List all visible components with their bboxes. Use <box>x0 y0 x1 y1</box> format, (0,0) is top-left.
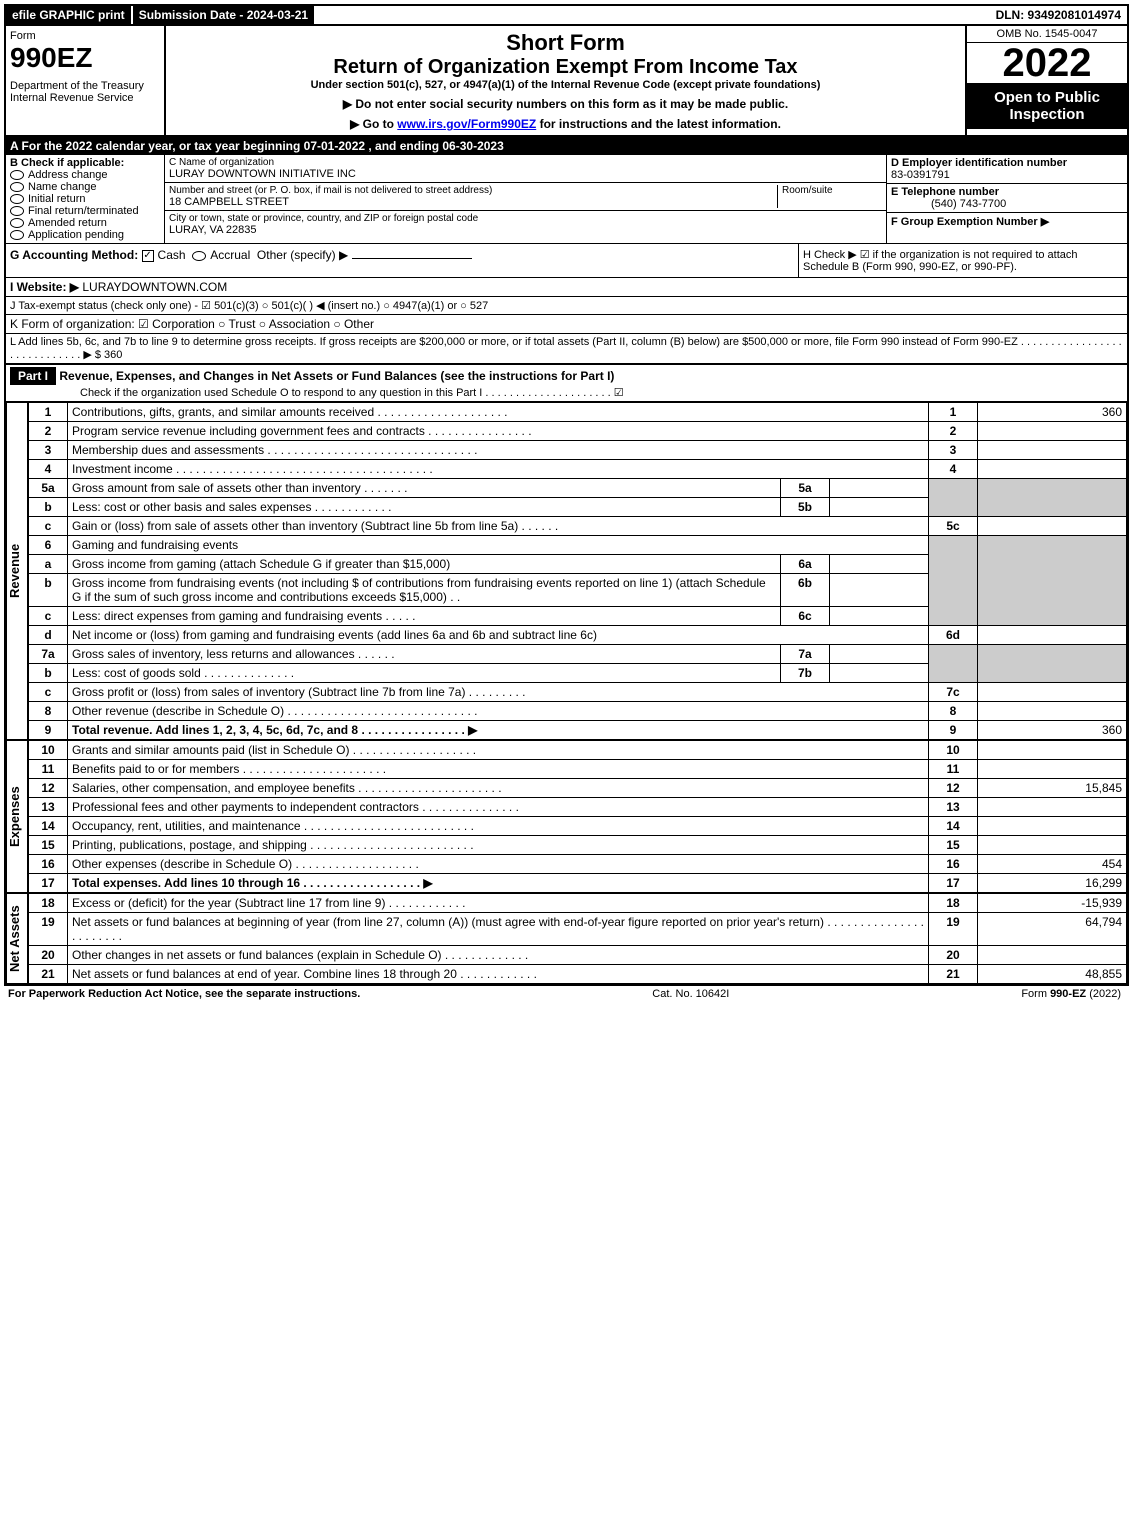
top-bar: efile GRAPHIC print Submission Date - 20… <box>6 6 1127 26</box>
line-11: 11Benefits paid to or for members . . . … <box>29 760 1127 779</box>
line-9: 9Total revenue. Add lines 1, 2, 3, 4, 5c… <box>29 721 1127 740</box>
checkbox-pending[interactable] <box>10 230 24 240</box>
website-value: LURAYDOWNTOWN.COM <box>82 280 227 294</box>
form-header: Form 990EZ Department of the Treasury In… <box>6 26 1127 137</box>
footer-left: For Paperwork Reduction Act Notice, see … <box>8 988 360 1000</box>
line-5c: cGain or (loss) from sale of assets othe… <box>29 517 1127 536</box>
line-7a: 7aGross sales of inventory, less returns… <box>29 645 1127 664</box>
city-state-zip: LURAY, VA 22835 <box>169 224 882 236</box>
ein-label: D Employer identification number <box>891 157 1067 169</box>
line-20: 20Other changes in net assets or fund ba… <box>29 946 1127 965</box>
line-12: 12Salaries, other compensation, and empl… <box>29 779 1127 798</box>
tax-year: 2022 <box>967 43 1127 83</box>
section-g-h: G Accounting Method: Cash Accrual Other … <box>6 244 1127 278</box>
header-center: Short Form Return of Organization Exempt… <box>166 26 965 135</box>
group-exemption-label: F Group Exemption Number ▶ <box>891 216 1049 228</box>
line-5a: 5aGross amount from sale of assets other… <box>29 479 1127 498</box>
checkbox-address-change[interactable] <box>10 170 24 180</box>
part1-title: Revenue, Expenses, and Changes in Net As… <box>59 369 614 383</box>
tel-label: E Telephone number <box>891 186 999 198</box>
expenses-label: Expenses <box>6 740 28 893</box>
section-b-label: B Check if applicable: <box>10 157 124 169</box>
open-to-public: Open to Public Inspection <box>967 83 1127 129</box>
short-form-label: Short Form <box>170 30 961 56</box>
submission-date: Submission Date - 2024-03-21 <box>131 6 314 24</box>
checkbox-amended[interactable] <box>10 218 24 228</box>
footer-right: Form 990-EZ (2022) <box>1021 988 1121 1000</box>
line-3: 3Membership dues and assessments . . . .… <box>29 441 1127 460</box>
checkbox-name-change[interactable] <box>10 182 24 192</box>
section-j: J Tax-exempt status (check only one) - ☑… <box>6 297 1127 315</box>
section-d-e-f: D Employer identification number 83-0391… <box>886 155 1127 243</box>
part1-label: Part I <box>10 367 56 385</box>
line-19: 19Net assets or fund balances at beginni… <box>29 913 1127 946</box>
line-8: 8Other revenue (describe in Schedule O) … <box>29 702 1127 721</box>
checkbox-cash[interactable] <box>142 250 154 262</box>
instruction-link: ▶ Go to www.irs.gov/Form990EZ for instru… <box>170 117 961 131</box>
page-footer: For Paperwork Reduction Act Notice, see … <box>4 986 1125 1002</box>
tel-value: (540) 743-7700 <box>891 198 1006 210</box>
city-label: City or town, state or province, country… <box>169 213 882 224</box>
form-label: Form <box>10 30 160 42</box>
net-assets-label: Net Assets <box>6 893 28 984</box>
line-15: 15Printing, publications, postage, and s… <box>29 836 1127 855</box>
section-l: L Add lines 5b, 6c, and 7b to line 9 to … <box>6 334 1127 364</box>
info-grid: B Check if applicable: Address change Na… <box>6 155 1127 244</box>
part1-header-row: Part I Revenue, Expenses, and Changes in… <box>6 364 1127 402</box>
org-name-label: C Name of organization <box>169 157 882 168</box>
ein-value: 83-0391791 <box>891 169 950 181</box>
revenue-section: Revenue 1Contributions, gifts, grants, a… <box>6 402 1127 740</box>
line-2: 2Program service revenue including gover… <box>29 422 1127 441</box>
line-18: 18Excess or (deficit) for the year (Subt… <box>29 894 1127 913</box>
header-left: Form 990EZ Department of the Treasury In… <box>6 26 166 135</box>
line-14: 14Occupancy, rent, utilities, and mainte… <box>29 817 1127 836</box>
department-label: Department of the Treasury Internal Reve… <box>10 80 160 104</box>
form-title: Return of Organization Exempt From Incom… <box>170 56 961 79</box>
dln-number: DLN: 93492081014974 <box>990 6 1127 24</box>
footer-center: Cat. No. 10642I <box>652 988 729 1000</box>
street-address: 18 CAMPBELL STREET <box>169 196 777 208</box>
irs-link[interactable]: www.irs.gov/Form990EZ <box>397 117 536 131</box>
street-label: Number and street (or P. O. box, if mail… <box>169 185 777 196</box>
form-number: 990EZ <box>10 42 160 74</box>
section-c: C Name of organization LURAY DOWNTOWN IN… <box>165 155 886 243</box>
revenue-label: Revenue <box>6 402 28 740</box>
section-i: I Website: ▶ LURAYDOWNTOWN.COM <box>6 278 1127 297</box>
line-13: 13Professional fees and other payments t… <box>29 798 1127 817</box>
net-assets-section: Net Assets 18Excess or (deficit) for the… <box>6 893 1127 984</box>
line-1: 1Contributions, gifts, grants, and simil… <box>29 403 1127 422</box>
checkbox-accrual[interactable] <box>192 251 206 261</box>
checkbox-final-return[interactable] <box>10 206 24 216</box>
line-6d: dNet income or (loss) from gaming and fu… <box>29 626 1127 645</box>
line-10: 10Grants and similar amounts paid (list … <box>29 741 1127 760</box>
website-label: I Website: ▶ <box>10 280 79 294</box>
section-b: B Check if applicable: Address change Na… <box>6 155 165 243</box>
efile-print-label[interactable]: efile GRAPHIC print <box>6 6 131 24</box>
room-label: Room/suite <box>782 185 882 196</box>
section-g-label: G Accounting Method: <box>10 248 138 262</box>
line-21: 21Net assets or fund balances at end of … <box>29 965 1127 984</box>
line-17: 17Total expenses. Add lines 10 through 1… <box>29 874 1127 893</box>
org-name: LURAY DOWNTOWN INITIATIVE INC <box>169 168 882 180</box>
section-h: H Check ▶ ☑ if the organization is not r… <box>798 244 1127 277</box>
instruction-ssn: ▶ Do not enter social security numbers o… <box>170 97 961 111</box>
form-990ez-container: efile GRAPHIC print Submission Date - 20… <box>4 4 1129 986</box>
section-k: K Form of organization: ☑ Corporation ○ … <box>6 315 1127 334</box>
instr-pre: ▶ Go to <box>350 117 397 131</box>
instr-post: for instructions and the latest informat… <box>536 117 781 131</box>
expenses-section: Expenses 10Grants and similar amounts pa… <box>6 740 1127 893</box>
line-4: 4Investment income . . . . . . . . . . .… <box>29 460 1127 479</box>
section-a-taxyear: A For the 2022 calendar year, or tax yea… <box>6 137 1127 155</box>
header-right: OMB No. 1545-0047 2022 Open to Public In… <box>965 26 1127 135</box>
form-subtitle: Under section 501(c), 527, or 4947(a)(1)… <box>170 79 961 91</box>
checkbox-initial-return[interactable] <box>10 194 24 204</box>
line-6: 6Gaming and fundraising events <box>29 536 1127 555</box>
part1-check-line: Check if the organization used Schedule … <box>10 387 624 399</box>
line-16: 16Other expenses (describe in Schedule O… <box>29 855 1127 874</box>
line-7c: cGross profit or (loss) from sales of in… <box>29 683 1127 702</box>
